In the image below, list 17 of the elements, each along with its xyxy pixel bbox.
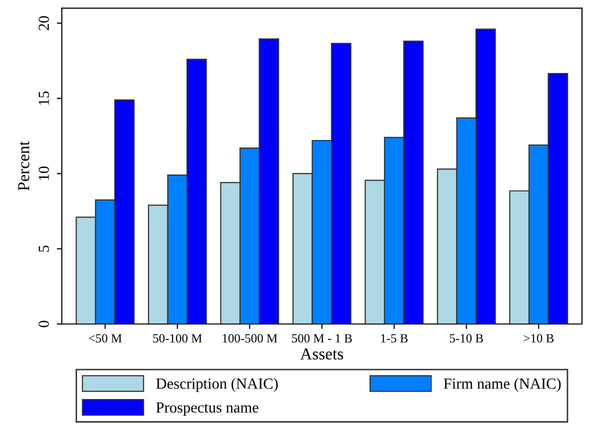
y-tick-label: 20 <box>38 16 49 30</box>
legend-label: Firm name (NAIC) <box>444 378 561 392</box>
legend-label: Description (NAIC) <box>156 378 278 392</box>
x-tick-label: 1-5 B <box>381 334 408 343</box>
x-tick-label: >10 B <box>524 334 554 343</box>
y-tick-label: 0 <box>38 320 49 328</box>
x-axis-title: Assets <box>300 348 344 360</box>
legend-label: Prospectus name <box>156 402 258 416</box>
y-tick-label: 10 <box>38 166 49 180</box>
y-axis-title: Percent <box>18 141 30 191</box>
y-tick-label: 5 <box>38 246 49 252</box>
x-tick-label: 100-500 M <box>222 334 278 343</box>
y-tick-label: 15 <box>38 91 49 105</box>
x-tick-label: 500 M - 1 B <box>292 334 352 343</box>
x-tick-label: <50 M <box>88 334 122 343</box>
x-tick-label: 5-10 B <box>450 334 483 343</box>
x-tick-label: 50-100 M <box>153 334 202 343</box>
